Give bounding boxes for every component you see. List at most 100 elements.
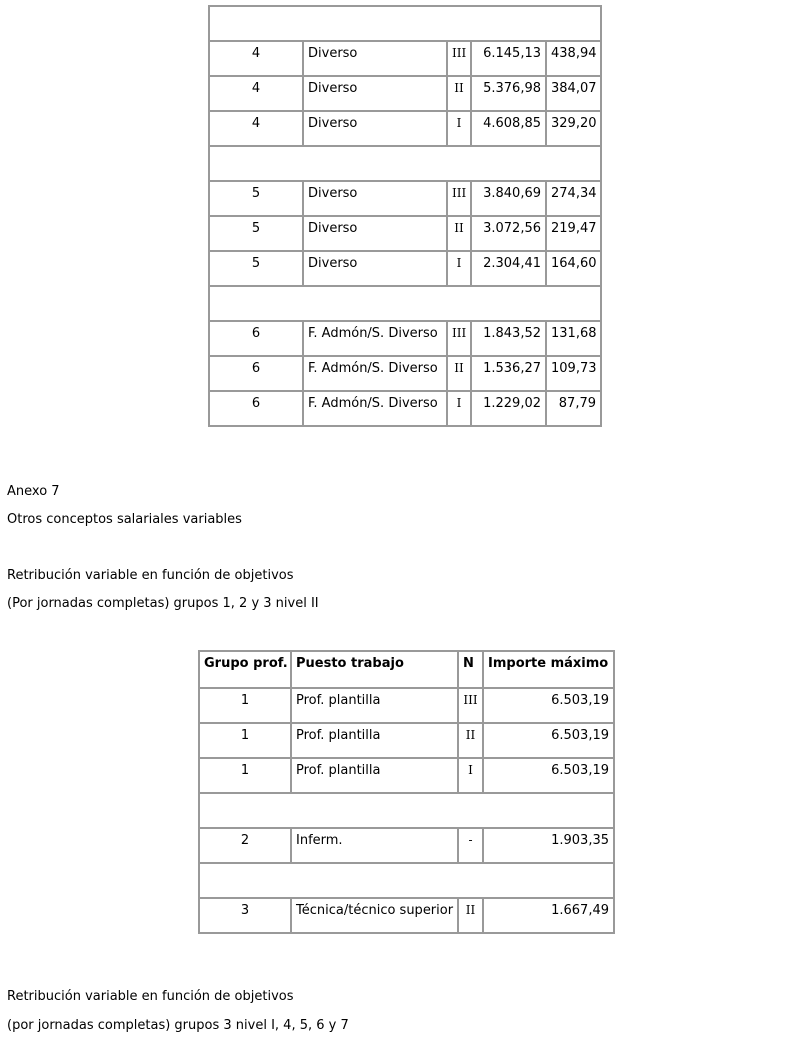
table-cell: 3 [198, 897, 292, 934]
table-cell: Diverso [302, 40, 448, 77]
table-cell: 1.843,52 [470, 320, 547, 357]
table-cell: 5.376,98 [470, 75, 547, 112]
table-cell: 5 [208, 250, 304, 287]
table-cell: 131,68 [545, 320, 602, 357]
table-row: 1 Prof. plantilla III 6.503,19 [198, 687, 615, 724]
column-header: Puesto trabajo [290, 650, 459, 689]
table-cell: 6.503,19 [482, 687, 615, 724]
table-cell: - [457, 827, 484, 864]
table-cell: I [446, 390, 472, 427]
table-cell: 1 [198, 687, 292, 724]
table-cell: 164,60 [545, 250, 602, 287]
table-cell: 6 [208, 390, 304, 427]
table-cell: 2 [198, 827, 292, 864]
table-cell: 1 [198, 722, 292, 759]
empty-cell [208, 5, 602, 42]
table-cell: 4 [208, 75, 304, 112]
table-row: 5 Diverso II 3.072,56 219,47 [208, 215, 602, 252]
table-row: 4 Diverso II 5.376,98 384,07 [208, 75, 602, 112]
spacer-row [198, 862, 615, 899]
annex-title: Anexo 7 [7, 484, 60, 499]
table-cell: Prof. plantilla [290, 722, 459, 759]
table-row: 6 F. Admón/S. Diverso III 1.843,52 131,68 [208, 320, 602, 357]
table-cell: 6.145,13 [470, 40, 547, 77]
table-cell: Inferm. [290, 827, 459, 864]
table-cell: 5 [208, 215, 304, 252]
table-cell: F. Admón/S. Diverso [302, 320, 448, 357]
table-cell: F. Admón/S. Diverso [302, 390, 448, 427]
table-cell: III [446, 320, 472, 357]
table-cell: 3.072,56 [470, 215, 547, 252]
spacer-row [208, 145, 602, 182]
table-row: 4 Diverso III 6.145,13 438,94 [208, 40, 602, 77]
table-cell: III [446, 180, 472, 217]
table-row: 6 F. Admón/S. Diverso II 1.536,27 109,73 [208, 355, 602, 392]
table-cell: 384,07 [545, 75, 602, 112]
table-cell: 438,94 [545, 40, 602, 77]
table-cell: 329,20 [545, 110, 602, 147]
table-cell: 6 [208, 355, 304, 392]
table-cell: Técnica/técnico superior [290, 897, 459, 934]
table-cell: 1 [198, 757, 292, 794]
table-cell: II [446, 355, 472, 392]
table-row: 5 Diverso I 2.304,41 164,60 [208, 250, 602, 287]
section-subheading: (Por jornadas completas) grupos 1, 2 y 3… [7, 596, 319, 611]
table-cell: Diverso [302, 75, 448, 112]
table-cell: III [457, 687, 484, 724]
empty-cell [198, 792, 615, 829]
spacer-row [208, 5, 602, 42]
table-cell: I [446, 110, 472, 147]
table-cell: 109,73 [545, 355, 602, 392]
table-row: 3 Técnica/técnico superior II 1.667,49 [198, 897, 615, 934]
column-header: Importe máximo [482, 650, 615, 689]
table-cell: 3.840,69 [470, 180, 547, 217]
empty-cell [198, 862, 615, 899]
empty-cell [208, 285, 602, 322]
table-cell: II [446, 75, 472, 112]
table-cell: Diverso [302, 180, 448, 217]
table-cell: 6 [208, 320, 304, 357]
table-cell: Diverso [302, 215, 448, 252]
header-row: Grupo prof. Puesto trabajo N Importe máximo [198, 650, 615, 689]
table-cell: 87,79 [545, 390, 602, 427]
table-cell: 4.608,85 [470, 110, 547, 147]
spacer-row [198, 792, 615, 829]
table-cell: Prof. plantilla [290, 687, 459, 724]
table-cell: Diverso [302, 250, 448, 287]
section-subheading: (por jornadas completas) grupos 3 nivel … [7, 1018, 349, 1033]
table-cell: 274,34 [545, 180, 602, 217]
table-cell: 6.503,19 [482, 757, 615, 794]
table-cell: 1.536,27 [470, 355, 547, 392]
table-cell: 4 [208, 110, 304, 147]
table-cell: 2.304,41 [470, 250, 547, 287]
table-row: 4 Diverso I 4.608,85 329,20 [208, 110, 602, 147]
empty-cell [208, 145, 602, 182]
table-cell: 219,47 [545, 215, 602, 252]
column-header: Grupo prof. [198, 650, 292, 689]
salary-table: 4 Diverso III 6.145,13 438,94 4 Diverso II 5.376… [208, 5, 602, 427]
table-row: 6 F. Admón/S. Diverso I 1.229,02 87,79 [208, 390, 602, 427]
table-cell: 1.903,35 [482, 827, 615, 864]
table-cell: III [446, 40, 472, 77]
objectives-table: Grupo prof. Puesto trabajo N Importe máximo… [198, 650, 615, 934]
table-cell: 1.229,02 [470, 390, 547, 427]
table-row: 1 Prof. plantilla I 6.503,19 [198, 757, 615, 794]
table-cell: 4 [208, 40, 304, 77]
table-row: 1 Prof. plantilla II 6.503,19 [198, 722, 615, 759]
table-cell: II [457, 897, 484, 934]
table-cell: I [446, 250, 472, 287]
column-header: N [457, 650, 484, 689]
table-cell: 1.667,49 [482, 897, 615, 934]
table-cell: II [457, 722, 484, 759]
table-cell: 5 [208, 180, 304, 217]
table-cell: Diverso [302, 110, 448, 147]
annex-subtitle: Otros conceptos salariales variables [7, 512, 242, 527]
table-cell: I [457, 757, 484, 794]
table-row: 2 Inferm. -1.903,35 [198, 827, 615, 864]
spacer-row [208, 285, 602, 322]
table-cell: II [446, 215, 472, 252]
section-heading: Retribución variable en función de objet… [7, 568, 294, 583]
section-heading: Retribución variable en función de objet… [7, 989, 294, 1004]
table-cell: F. Admón/S. Diverso [302, 355, 448, 392]
